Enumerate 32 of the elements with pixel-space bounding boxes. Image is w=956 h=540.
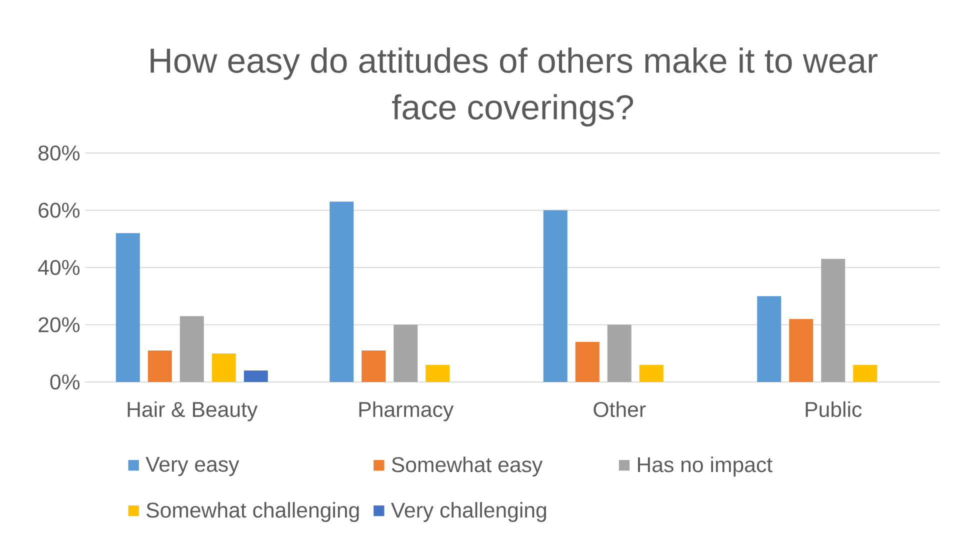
x-tick-label: Hair & Beauty	[128, 401, 258, 422]
bar	[244, 370, 268, 382]
chart-title: How easy do attitudes of others make it to wear face coverings?	[150, 48, 878, 126]
bar	[116, 233, 140, 382]
bar	[180, 316, 204, 382]
bar	[757, 296, 782, 382]
bar	[575, 342, 600, 382]
bar	[607, 324, 632, 382]
bar	[789, 319, 814, 382]
y-tick-label: 80%	[38, 145, 80, 161]
bar	[426, 364, 450, 382]
bar	[148, 350, 172, 382]
x-tick-label: Pharmacy	[359, 401, 454, 422]
x-tick-label: Other	[594, 401, 646, 418]
bar	[821, 258, 846, 382]
bar	[362, 350, 386, 382]
bar	[639, 364, 664, 382]
legend-label: Somewhat easy	[392, 456, 543, 476]
legend-label: Very challenging	[391, 502, 546, 522]
y-tick-label: 20%	[38, 317, 80, 332]
bar	[212, 353, 236, 382]
y-tick-label: 40%	[38, 260, 80, 276]
bar	[394, 324, 418, 382]
bar	[330, 202, 354, 382]
bar	[543, 210, 568, 382]
y-tick-label: 60%	[38, 202, 80, 218]
y-tick-label: 0%	[50, 374, 80, 390]
legend-label: Very easy	[146, 456, 240, 476]
legend-label: Has no impact	[638, 456, 772, 476]
x-tick-label: Public	[806, 401, 862, 418]
legend-label: Somewhat challenging	[146, 502, 359, 522]
bar	[853, 364, 878, 382]
